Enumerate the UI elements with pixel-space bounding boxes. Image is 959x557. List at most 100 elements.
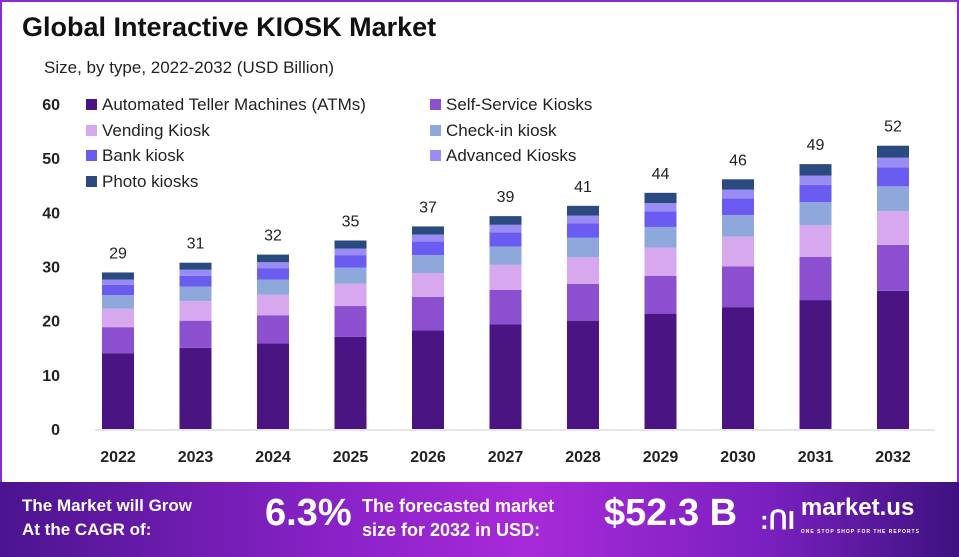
total-label: 44	[652, 166, 670, 183]
bar-segment-2032-1	[877, 244, 909, 291]
total-label: 31	[187, 236, 205, 253]
bar-segment-2022-1	[102, 327, 134, 354]
logo-mark-icon: :ՈI	[760, 504, 795, 535]
y-tick-label: 30	[42, 260, 60, 277]
bar-segment-2029-6	[644, 192, 677, 204]
bar-segment-2030-2	[722, 236, 754, 267]
total-label: 39	[497, 189, 515, 206]
cagr-label-line2: At the CAGR of:	[22, 520, 152, 539]
legend-swatch	[86, 176, 97, 187]
bar-segment-2026-2	[412, 273, 444, 297]
bar-segment-2022-4	[102, 284, 134, 296]
forecast-label-line1: The forecasted market	[362, 496, 555, 516]
bar-segment-2025-4	[334, 255, 367, 268]
bar-segment-2030-3	[722, 215, 754, 237]
total-label: 32	[264, 228, 282, 245]
bar-segment-2024-1	[257, 315, 289, 344]
bar-segment-2027-2	[489, 264, 522, 290]
bar-segment-2022-6	[102, 272, 134, 280]
legend-item: Advanced Kiosks	[446, 146, 576, 165]
bar-segment-2025-1	[334, 306, 367, 337]
bar-segment-2025-3	[334, 267, 367, 284]
y-tick-label: 50	[42, 151, 60, 168]
bar-segment-2032-3	[877, 186, 909, 212]
bar-segment-2030-4	[722, 198, 754, 216]
forecast-label-line2: size for 2032 in USD:	[362, 520, 541, 540]
legend-item: Photo kiosks	[102, 172, 198, 191]
bar-segment-2026-5	[412, 234, 444, 242]
bar-segment-2028-3	[567, 237, 599, 258]
bar-segment-2031-1	[799, 256, 832, 301]
cagr-value: 6.3%	[265, 492, 352, 534]
bar-segment-2026-0	[412, 330, 444, 429]
bar-segment-2027-1	[489, 289, 522, 325]
cagr-label-line1: The Market will Grow	[22, 496, 193, 515]
bar-segment-2031-3	[799, 202, 832, 226]
bar-segment-2027-0	[489, 324, 522, 429]
bar-segment-2025-2	[334, 283, 367, 307]
bar-segment-2026-4	[412, 241, 444, 256]
legend-item: Self-Service Kiosks	[446, 95, 592, 114]
legend-swatch	[86, 150, 97, 161]
bar-segment-2031-4	[799, 184, 832, 203]
legend-swatch	[86, 125, 97, 136]
bar-segment-2028-0	[567, 320, 599, 429]
legend-item: Vending Kiosk	[102, 121, 210, 140]
bar-segment-2023-4	[179, 275, 212, 287]
bar-segment-2027-4	[489, 232, 522, 247]
total-label: 37	[419, 199, 437, 216]
bar-segment-2023-2	[179, 301, 212, 321]
bar-segment-2030-6	[722, 179, 754, 190]
legend-swatch	[430, 150, 441, 161]
bar-segment-2029-4	[644, 211, 677, 227]
bar-segment-2032-0	[877, 290, 909, 429]
bar-segment-2024-5	[257, 262, 289, 269]
logo-text: market.us	[800, 494, 915, 521]
chart: 0102030405060292022312023322024352025372…	[42, 95, 935, 466]
bar-segment-2026-1	[412, 296, 444, 331]
bar-segment-2024-6	[257, 254, 289, 263]
x-tick-label: 2022	[100, 449, 136, 466]
cagr-label: The Market will Grow At the CAGR of:	[22, 494, 192, 542]
bar-segment-2032-2	[877, 211, 909, 245]
legend-item: Bank kiosk	[102, 146, 185, 165]
x-tick-label: 2032	[875, 449, 911, 466]
bar-segment-2025-5	[334, 248, 367, 256]
x-tick-label: 2031	[798, 449, 834, 466]
x-tick-label: 2027	[488, 449, 524, 466]
bar-segment-2032-5	[877, 157, 909, 168]
bar-segment-2022-5	[102, 279, 134, 285]
bar-segment-2022-3	[102, 295, 134, 309]
forecast-value: $52.3 B	[604, 492, 738, 534]
bar-segment-2022-0	[102, 353, 134, 429]
y-tick-label: 60	[42, 97, 60, 114]
bar-segment-2023-3	[179, 286, 212, 302]
bar-segment-2023-6	[179, 262, 212, 270]
bar-segment-2030-5	[722, 189, 754, 199]
bar-segment-2028-5	[567, 215, 599, 224]
x-tick-label: 2024	[255, 449, 291, 466]
bar-segment-2031-2	[799, 225, 832, 257]
x-tick-label: 2029	[643, 449, 679, 466]
x-tick-label: 2025	[333, 449, 369, 466]
y-tick-label: 20	[42, 314, 60, 331]
bar-segment-2030-0	[722, 307, 754, 429]
bar-segment-2029-5	[644, 203, 677, 212]
x-tick-label: 2023	[178, 449, 214, 466]
x-tick-label: 2028	[565, 449, 601, 466]
y-tick-label: 0	[51, 422, 60, 439]
bar-segment-2026-6	[412, 226, 444, 235]
forecast-label: The forecasted market size for 2032 in US…	[362, 494, 554, 542]
bar-segment-2024-2	[257, 294, 289, 316]
bar-segment-2026-3	[412, 255, 444, 273]
bar-segment-2023-5	[179, 269, 212, 276]
bar-segment-2031-6	[799, 164, 832, 176]
bar-segment-2029-2	[644, 247, 677, 276]
bar-segment-2023-0	[179, 347, 212, 429]
bar-segment-2025-6	[334, 240, 367, 249]
bar-segment-2024-0	[257, 343, 289, 429]
chart-subtitle: Size, by type, 2022-2032 (USD Billion)	[44, 58, 335, 77]
footer-banner: The Market will Grow At the CAGR of: 6.3%…	[0, 482, 959, 557]
bar-segment-2027-3	[489, 246, 522, 265]
bar-segment-2025-0	[334, 336, 367, 429]
